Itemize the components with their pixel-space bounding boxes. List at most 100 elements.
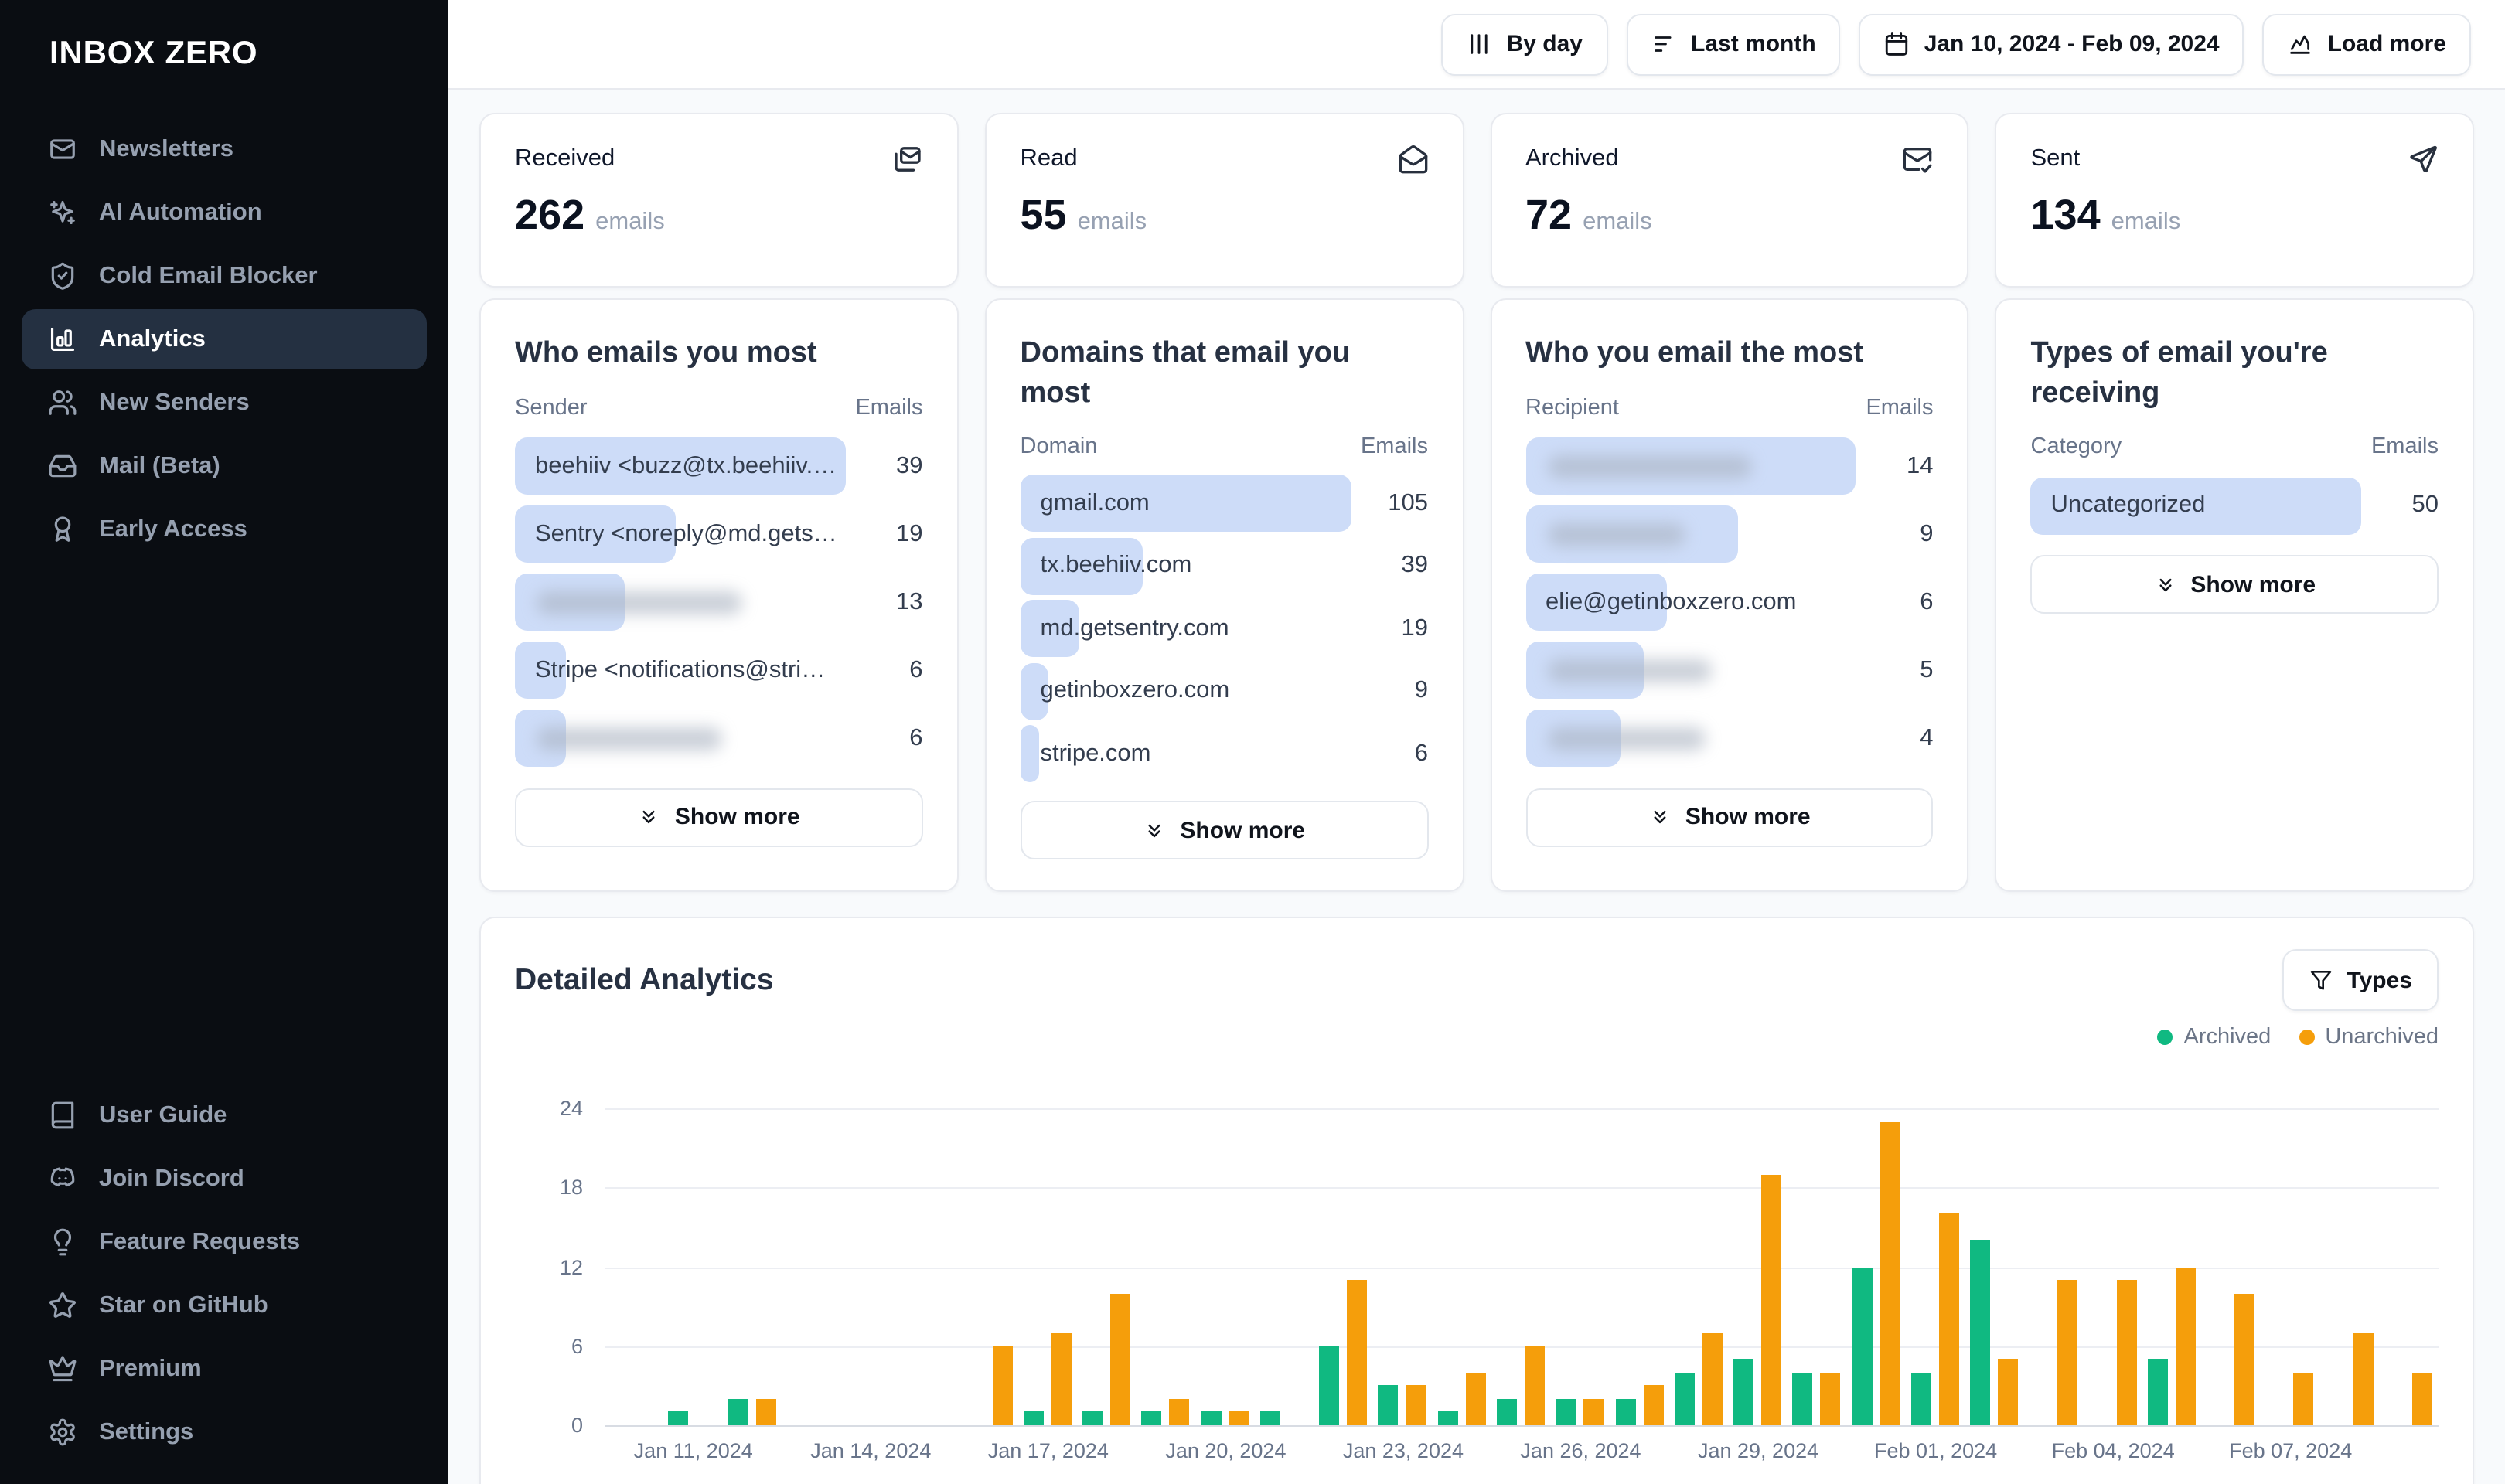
bar-unarchived-jan-24-2024 bbox=[1465, 1372, 1486, 1425]
card-title: Who emails you most bbox=[515, 337, 817, 369]
bar-unarchived-jan-17-2024 bbox=[1051, 1333, 1072, 1425]
sidebar-item-user-guide[interactable]: User Guide bbox=[22, 1085, 427, 1145]
sidebar-item-join-discord[interactable]: Join Discord bbox=[22, 1149, 427, 1209]
bar-archived-jan-19-2024 bbox=[1141, 1411, 1162, 1425]
x-axis-tick: Jan 26, 2024 bbox=[1520, 1439, 1641, 1462]
row-label: md.getsentry.com bbox=[1040, 614, 1229, 642]
show-more-button[interactable]: Show more bbox=[2030, 555, 2439, 614]
sidebar-item-feature-requests[interactable]: Feature Requests bbox=[22, 1212, 427, 1272]
stat-card-header: Received bbox=[515, 144, 923, 175]
row-bar-area: tx.beehiiv.com bbox=[1020, 537, 1351, 595]
table-row: Uncategorized 50 bbox=[2030, 472, 2439, 540]
sidebar-item-label: Feature Requests bbox=[99, 1228, 301, 1254]
row-value: 6 bbox=[909, 656, 923, 683]
sidebar-item-premium[interactable]: Premium bbox=[22, 1339, 427, 1399]
row-label: beehiiv <buzz@tx.beehiiv.com> bbox=[535, 452, 838, 479]
y-axis-tick: 24 bbox=[559, 1097, 583, 1120]
bar-unarchived-feb-05-2024 bbox=[2175, 1267, 2196, 1425]
show-more-button[interactable]: Show more bbox=[1525, 788, 1934, 847]
table-row: Stripe <notifications@stripe.co... 6 bbox=[515, 636, 923, 704]
column-header-emails: Emails bbox=[855, 395, 923, 420]
table-row: 13 bbox=[515, 568, 923, 636]
row-value: 19 bbox=[896, 520, 923, 547]
bar-unarchived-jan-28-2024 bbox=[1702, 1333, 1723, 1425]
by-day-button[interactable]: By day bbox=[1441, 13, 1607, 75]
x-axis-tick: Jan 23, 2024 bbox=[1342, 1439, 1464, 1462]
stat-value-row: 262 emails bbox=[515, 192, 923, 240]
sidebar-item-early-access[interactable]: Early Access bbox=[22, 499, 427, 560]
row-bar bbox=[1020, 662, 1049, 720]
sidebar-item-label: Early Access bbox=[99, 516, 247, 542]
sidebar-item-star-on-github[interactable]: Star on GitHub bbox=[22, 1275, 427, 1336]
bar-unarchived-feb-01-2024 bbox=[1938, 1213, 1959, 1425]
row-bar bbox=[1525, 574, 1668, 631]
row-value: 6 bbox=[909, 724, 923, 751]
show-more-label: Show more bbox=[1180, 817, 1306, 844]
load-more-button[interactable]: Load more bbox=[2262, 13, 2471, 75]
sidebar-item-label: User Guide bbox=[99, 1101, 227, 1128]
sidebar-item-new-senders[interactable]: New Senders bbox=[22, 373, 427, 433]
bar-chart-icon bbox=[48, 325, 77, 354]
book-icon bbox=[48, 1101, 77, 1130]
row-value: 39 bbox=[1401, 552, 1429, 579]
star-icon bbox=[48, 1291, 77, 1320]
table-row: 6 bbox=[515, 704, 923, 772]
chevrons-down-icon bbox=[2153, 574, 2176, 597]
card-who-you-email-the-most: Who you email the most Recipient Emails 14 9… bbox=[1490, 298, 1969, 892]
y-axis-tick: 12 bbox=[559, 1255, 583, 1278]
table-row: gmail.com 105 bbox=[1020, 472, 1428, 535]
stat-label: Sent bbox=[2030, 145, 2081, 172]
x-axis-tick: Feb 01, 2024 bbox=[1874, 1439, 1998, 1462]
table-row: beehiiv <buzz@tx.beehiiv.com> 39 bbox=[515, 432, 923, 500]
bar-unarchived-jan-30-2024 bbox=[1820, 1372, 1841, 1425]
row-value: 6 bbox=[1414, 740, 1428, 767]
bar-archived-jan-30-2024 bbox=[1792, 1372, 1813, 1425]
sidebar-item-label: Newsletters bbox=[99, 135, 234, 162]
row-bar-area: beehiiv <buzz@tx.beehiiv.com> bbox=[515, 437, 846, 495]
sidebar-item-ai-automation[interactable]: AI Automation bbox=[22, 182, 427, 243]
table-row: Sentry <noreply@md.getsentry.... 19 bbox=[515, 500, 923, 568]
sidebar-item-cold-email-blocker[interactable]: Cold Email Blocker bbox=[22, 246, 427, 306]
gridline-0 bbox=[605, 1425, 2439, 1427]
send-icon bbox=[2408, 144, 2439, 175]
row-label: stripe.com bbox=[1040, 740, 1151, 767]
row-bar-area: getinboxzero.com bbox=[1020, 662, 1351, 720]
sidebar-item-settings[interactable]: Settings bbox=[22, 1402, 427, 1462]
legend-dot-unarchived bbox=[2299, 1030, 2315, 1045]
types-filter-button[interactable]: Types bbox=[2282, 949, 2439, 1011]
ribbon-icon bbox=[48, 515, 77, 544]
stat-label: Read bbox=[1020, 145, 1078, 172]
bar-archived-feb-01-2024 bbox=[1910, 1372, 1931, 1425]
table-row: elie@getinboxzero.com 6 bbox=[1525, 568, 1934, 636]
sidebar-item-analytics[interactable]: Analytics bbox=[22, 309, 427, 369]
stat-label: Archived bbox=[1525, 145, 1619, 172]
show-more-button[interactable]: Show more bbox=[515, 788, 923, 847]
bar-archived-jan-29-2024 bbox=[1733, 1359, 1754, 1425]
lightbulb-icon bbox=[48, 1227, 77, 1257]
row-bar-area bbox=[515, 574, 846, 631]
show-more-button[interactable]: Show more bbox=[1020, 801, 1428, 860]
app-logo: INBOX ZERO bbox=[49, 36, 258, 71]
row-value: 5 bbox=[1920, 656, 1934, 683]
filter-lines-icon bbox=[1651, 31, 1677, 57]
bar-archived-jan-17-2024 bbox=[1023, 1411, 1044, 1425]
sidebar-item-newsletters[interactable]: Newsletters bbox=[22, 119, 427, 179]
table-header: Sender Emails bbox=[515, 395, 923, 420]
jan-10-2024-feb-09-2024-button[interactable]: Jan 10, 2024 - Feb 09, 2024 bbox=[1859, 13, 2244, 75]
sidebar-item-mail-beta[interactable]: Mail (Beta) bbox=[22, 436, 427, 496]
topbar-button-label: Last month bbox=[1691, 31, 1816, 57]
mails-icon bbox=[892, 144, 923, 175]
gridline-12 bbox=[605, 1267, 2439, 1268]
last-month-button[interactable]: Last month bbox=[1626, 13, 1841, 75]
row-bar bbox=[515, 505, 677, 563]
row-bar bbox=[1020, 537, 1143, 595]
bar-archived-jan-31-2024 bbox=[1852, 1267, 1873, 1425]
bar-unarchived-feb-07-2024 bbox=[2293, 1372, 2314, 1425]
x-axis-tick: Feb 07, 2024 bbox=[2229, 1439, 2353, 1462]
users-icon bbox=[48, 388, 77, 417]
bar-archived-jan-24-2024 bbox=[1437, 1411, 1458, 1425]
stat-value: 262 bbox=[515, 192, 585, 238]
row-label: Sentry <noreply@md.getsentry.... bbox=[535, 520, 838, 547]
detailed-analytics-title: Detailed Analytics bbox=[515, 962, 774, 996]
